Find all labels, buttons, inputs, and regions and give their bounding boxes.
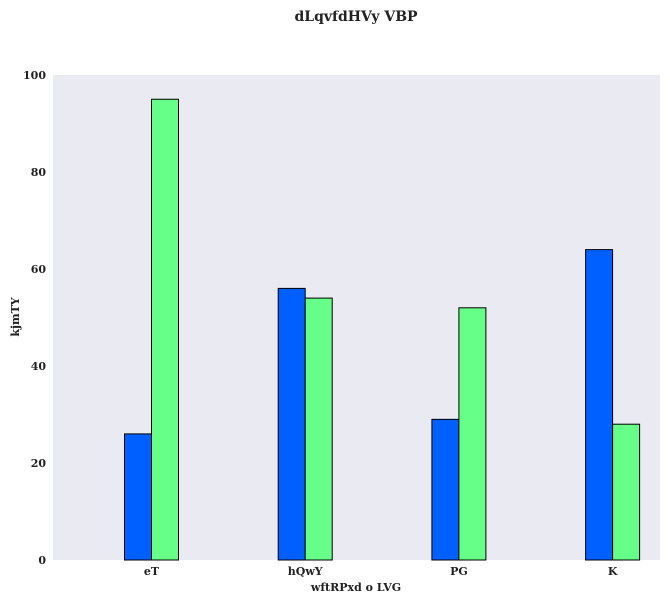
y-tick-label: 80 bbox=[31, 166, 47, 179]
bar-series-1-hQwY bbox=[277, 287, 306, 561]
y-tick-label: 0 bbox=[38, 554, 46, 567]
bars-group bbox=[124, 98, 641, 561]
y-axis-ticks: 0 20 40 60 80 100 bbox=[23, 69, 46, 567]
x-axis-label: wftRPxd o LVG bbox=[310, 581, 401, 594]
y-tick-label: 60 bbox=[31, 263, 47, 276]
x-tick-label: eT bbox=[144, 565, 160, 578]
y-axis-label: kjmTY bbox=[9, 297, 22, 336]
bar-series-2-K bbox=[612, 423, 641, 561]
x-tick-label: hQwY bbox=[288, 565, 323, 578]
bar-series-1-eT bbox=[124, 433, 152, 561]
bar-series-2-PG bbox=[458, 307, 487, 561]
bar-series-1-PG bbox=[431, 418, 460, 561]
x-axis-ticks: eT hQwY PG K bbox=[144, 565, 618, 578]
x-tick-label: PG bbox=[450, 565, 468, 578]
y-tick-label: 40 bbox=[31, 360, 47, 373]
chart-title: dLqvfdHVy VBP bbox=[294, 9, 418, 25]
bar-series-2-eT bbox=[151, 98, 179, 561]
y-tick-label: 20 bbox=[31, 457, 47, 470]
x-tick-label: K bbox=[608, 565, 618, 578]
bar-series-2-hQwY bbox=[304, 297, 333, 561]
bar-series-1-K bbox=[585, 249, 614, 561]
y-tick-label: 100 bbox=[23, 69, 46, 82]
